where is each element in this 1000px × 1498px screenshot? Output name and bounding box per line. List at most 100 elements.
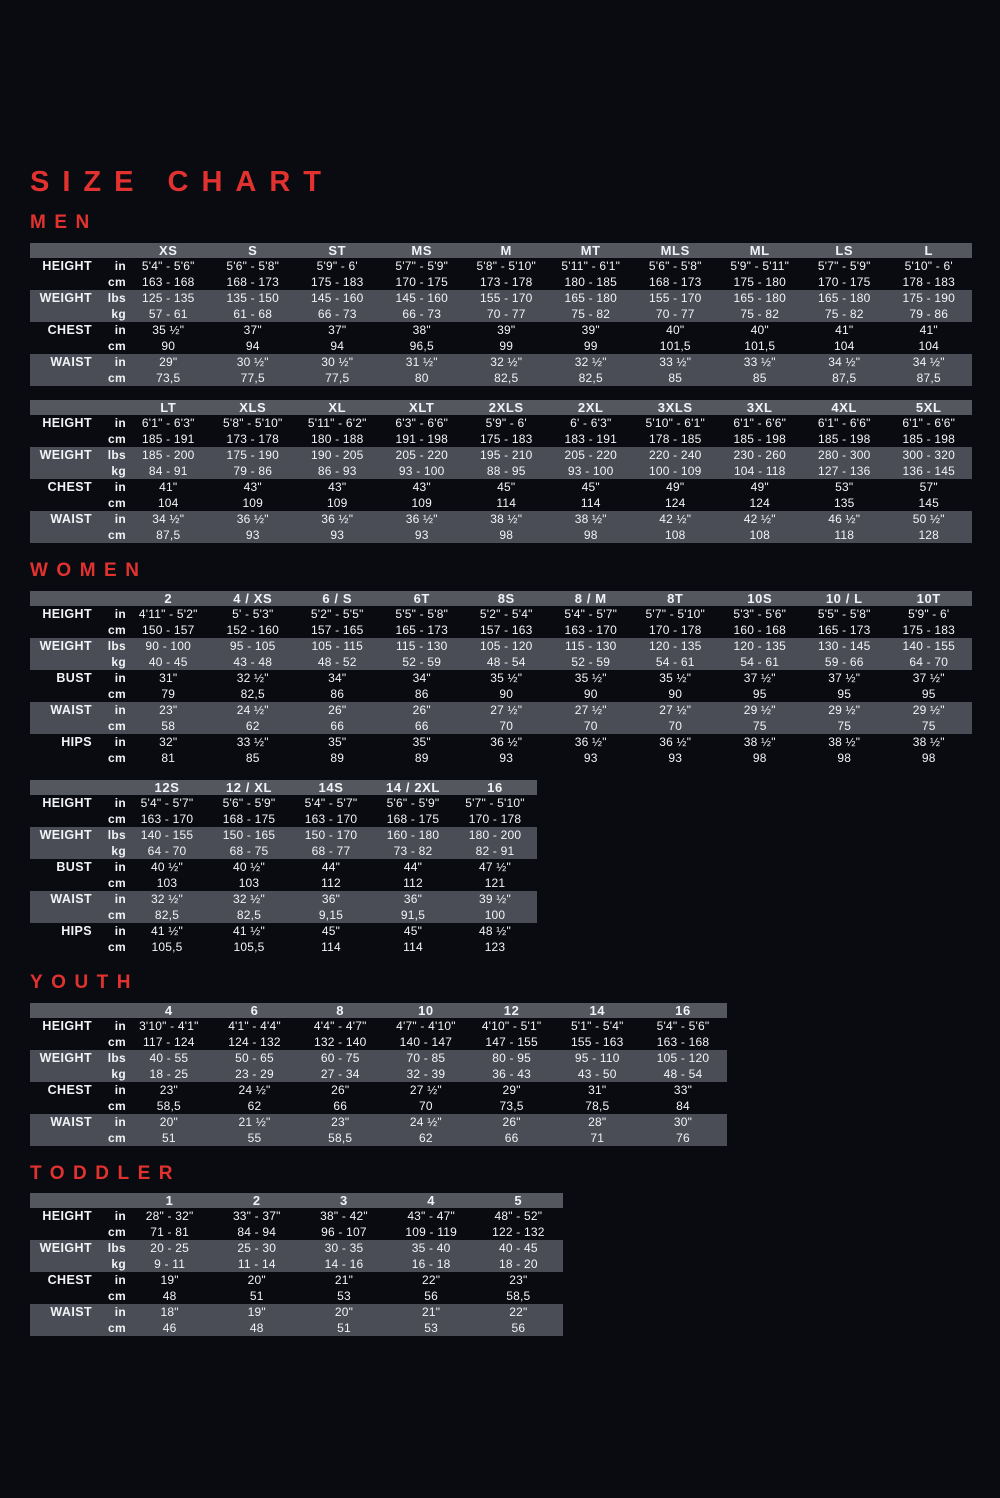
value-cell: 6'1" - 6'3" xyxy=(141,415,195,430)
size-table: XS S ST MS M MT MLS ML LS L HEIGHT in 5'4" - 5'6" 5'6… xyxy=(30,242,972,386)
section-women: WOMEN 2 4 / XS 6 / S 6T 8S 8 / M 8T 10S 10 / L 10T… xyxy=(30,559,972,955)
value-cell: 40 ½" xyxy=(151,859,183,874)
value-cell: 53 xyxy=(337,1289,351,1304)
value-cell: 124 xyxy=(664,495,686,510)
value-cell: 23" xyxy=(159,1082,178,1097)
value-cell: 100 - 109 xyxy=(648,463,702,478)
value-cell: 42 ½" xyxy=(743,511,776,526)
value-cell: 122 - 132 xyxy=(492,1225,545,1240)
value-cell: 31" xyxy=(159,670,178,685)
value-cell: 35 - 40 xyxy=(411,1241,451,1256)
value-cell: 30" xyxy=(673,1114,693,1129)
value-cell: 5'6" - 5'8" xyxy=(648,258,702,273)
value-cell: 86 xyxy=(414,686,429,701)
value-cell: 170 - 178 xyxy=(648,622,702,637)
value-cell: 84 - 91 xyxy=(148,463,188,478)
value-cell: 40 - 45 xyxy=(498,1241,538,1256)
value-cell: 109 xyxy=(326,495,348,510)
value-cell: 48" - 52" xyxy=(494,1209,543,1224)
value-cell: 36 ½" xyxy=(236,511,269,526)
value-cell: 82 - 91 xyxy=(475,843,515,858)
measurement-label: WAIST xyxy=(50,1114,92,1129)
value-cell: 6'3" - 6'6" xyxy=(395,415,449,430)
value-cell: 33 ½" xyxy=(743,354,776,369)
value-cell: 45" xyxy=(581,479,600,494)
value-cell: 34" xyxy=(412,670,431,685)
value-cell: 105 - 120 xyxy=(656,1050,710,1065)
value-cell: 45" xyxy=(497,479,516,494)
value-cell: 175 - 190 xyxy=(902,290,955,305)
size-column-header: LS xyxy=(835,242,854,258)
size-column-header: MLS xyxy=(660,242,690,258)
value-cell: 82,5 xyxy=(578,370,603,385)
value-cell: 160 - 180 xyxy=(386,827,440,842)
measurement-row: HIPS in 32" 33 ½" 35" 35" 36 ½" 36 ½" 36 ½" 38 ½"… xyxy=(30,734,972,750)
measurement-row: WEIGHT lbs 90 - 100 95 - 105 105 - 115 115 - … xyxy=(30,637,972,654)
unit-label: in xyxy=(114,670,126,685)
value-cell: 70 xyxy=(668,718,683,733)
value-cell: 54 - 61 xyxy=(740,654,780,669)
size-column-header: 14 / 2XL xyxy=(386,779,440,795)
value-cell: 11 - 14 xyxy=(237,1257,276,1272)
value-cell: 185 - 198 xyxy=(817,431,871,446)
measurement-label: WAIST xyxy=(50,354,92,369)
value-cell: 28" - 32" xyxy=(145,1209,194,1224)
value-cell: 90 xyxy=(499,686,514,701)
value-cell: 100 xyxy=(484,907,506,922)
value-cell: 38" - 42" xyxy=(320,1209,368,1224)
value-cell: 36 ½" xyxy=(574,734,607,749)
measurement-row: BUST in 40 ½" 40 ½" 44" 44" 47 ½" xyxy=(30,859,537,875)
value-cell: 3'10" - 4'1" xyxy=(139,1018,199,1033)
unit-label: lbs xyxy=(107,638,126,653)
unit-label: kg xyxy=(111,1066,126,1081)
value-cell: 19" xyxy=(160,1273,179,1288)
value-cell: 33 ½" xyxy=(236,734,269,749)
measurement-row: WAIST in 32 ½" 32 ½" 36" 36" 39 ½" xyxy=(30,890,537,907)
section-men: MEN XS S ST MS M MT MLS ML LS L HEIGHT in 5'4" - 5'6"… xyxy=(30,212,972,543)
value-cell: 4'10" - 5'1" xyxy=(481,1018,542,1033)
value-cell: 43 - 48 xyxy=(233,654,273,669)
value-cell: 165 - 180 xyxy=(564,290,617,305)
value-cell: 29 ½" xyxy=(828,702,861,717)
value-cell: 5'7" - 5'9" xyxy=(817,258,871,273)
value-cell: 125 - 135 xyxy=(141,290,195,305)
value-cell: 52 - 59 xyxy=(571,654,611,669)
value-cell: 85 xyxy=(752,370,767,385)
value-cell: 64 - 70 xyxy=(909,654,949,669)
value-cell: 23" xyxy=(159,702,178,717)
unit-label: in xyxy=(114,1018,126,1033)
value-cell: 36 ½" xyxy=(659,734,692,749)
value-cell: 145 xyxy=(918,495,940,510)
value-cell: 115 - 130 xyxy=(564,638,617,653)
value-cell: 168 - 175 xyxy=(222,811,276,826)
value-cell: 87,5 xyxy=(156,527,181,542)
size-column-header: 10S xyxy=(747,590,773,606)
value-cell: 163 - 168 xyxy=(141,274,195,289)
measurement-row: WEIGHT lbs 140 - 155 150 - 165 150 - 170 160 … xyxy=(30,826,537,843)
value-cell: 140 - 155 xyxy=(902,638,955,653)
value-cell: 34 ½" xyxy=(152,511,185,526)
value-cell: 220 - 240 xyxy=(648,447,702,462)
measurement-label: WEIGHT xyxy=(39,827,92,842)
measurement-label: WEIGHT xyxy=(39,290,92,305)
unit-label: cm xyxy=(108,750,126,765)
value-cell: 5'11" - 6'1" xyxy=(561,258,621,273)
value-cell: 168 - 173 xyxy=(648,274,702,289)
measurement-row: cm 82,5 82,5 9,15 91,5 100 xyxy=(30,906,537,923)
value-cell: 9 - 11 xyxy=(154,1257,186,1272)
measurement-label: HEIGHT xyxy=(42,1209,92,1224)
value-cell: 5'1" - 5'4" xyxy=(570,1018,624,1033)
value-cell: 57" xyxy=(919,479,938,494)
value-cell: 40 - 45 xyxy=(148,654,188,669)
section-label: WOMEN xyxy=(30,559,148,581)
value-cell: 170 - 175 xyxy=(817,274,871,289)
value-cell: 76 xyxy=(676,1130,690,1145)
table-header-row: 12S 12 / XL 14S 14 / 2XL 16 xyxy=(30,779,537,795)
value-cell: 14 - 16 xyxy=(324,1257,364,1272)
value-cell: 5'7" - 5'10" xyxy=(645,606,706,621)
measurement-label: WAIST xyxy=(50,1305,92,1320)
size-column-header: 14S xyxy=(318,779,344,795)
value-cell: 64 - 70 xyxy=(147,843,187,858)
unit-label: lbs xyxy=(107,290,126,305)
